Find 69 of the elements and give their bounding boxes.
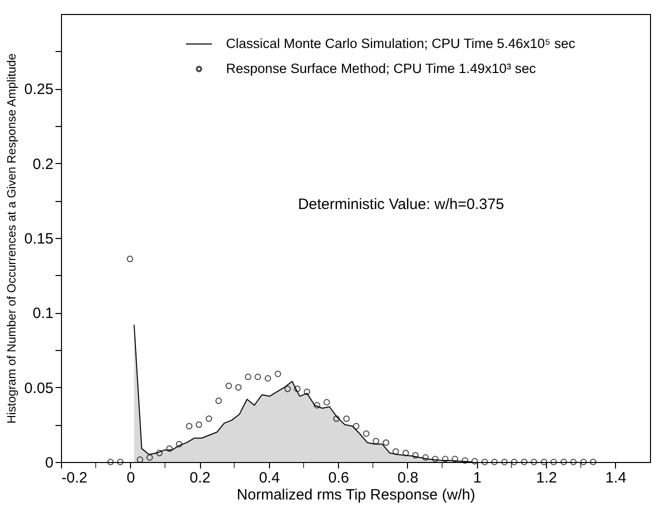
point	[126, 256, 134, 262]
point	[215, 398, 222, 404]
point	[452, 456, 458, 462]
y-tick-label: 0.15	[24, 230, 54, 248]
y-tick-label: 0	[45, 454, 54, 472]
point	[264, 375, 272, 382]
x-tick-label: 0.2	[190, 470, 211, 486]
point	[333, 415, 340, 422]
point	[382, 439, 390, 446]
point	[372, 438, 380, 444]
point	[392, 448, 399, 455]
point	[304, 388, 310, 396]
x-tick-label: 1.2	[536, 470, 557, 486]
point	[284, 386, 291, 392]
point	[166, 445, 173, 452]
point	[501, 458, 508, 466]
point	[117, 458, 124, 466]
point	[235, 384, 242, 391]
point	[530, 458, 538, 466]
point	[570, 458, 577, 466]
point	[510, 458, 518, 466]
point	[520, 458, 528, 466]
point	[550, 458, 557, 466]
point	[412, 452, 419, 459]
point	[422, 454, 429, 461]
point	[462, 457, 468, 464]
x-tick-label: -0.2	[62, 470, 88, 486]
x-tick-label: 1	[473, 470, 482, 486]
annotation: Deterministic Value: w/h=0.375	[298, 196, 504, 213]
x-tick-label: 0.8	[398, 470, 418, 486]
point	[136, 456, 144, 463]
point	[442, 456, 448, 462]
point	[244, 374, 252, 380]
y-tick-label: 0.25	[24, 81, 54, 98]
point	[146, 454, 153, 461]
point	[491, 458, 498, 466]
point	[580, 458, 587, 466]
point	[196, 421, 202, 428]
x-tick-label: 0	[126, 470, 135, 486]
x-tick-label: 1.4	[605, 470, 626, 486]
point	[254, 374, 262, 380]
x-tick-label: 0.6	[328, 470, 350, 486]
point	[156, 450, 163, 456]
y-tick-label: 0.2	[32, 156, 54, 173]
point	[314, 402, 320, 408]
point	[324, 399, 330, 406]
point	[402, 450, 409, 456]
point	[352, 422, 360, 430]
x-axis-title: Normalized rms Tip Response (w/h)	[236, 486, 476, 504]
y-tick-label: 0.1	[32, 305, 54, 322]
x-tick-label: 0.4	[258, 470, 280, 486]
point	[206, 415, 212, 422]
y-axis-title: Histogram of Number of Occurrences at a Given Response Amplitude	[4, 53, 18, 424]
point	[225, 382, 232, 390]
point	[363, 430, 370, 437]
point	[540, 458, 548, 466]
y-tick-label: 0.05	[24, 380, 54, 397]
point	[274, 370, 282, 378]
point	[176, 440, 182, 448]
point	[343, 415, 350, 422]
point	[590, 458, 596, 466]
point	[481, 458, 488, 466]
point	[560, 458, 567, 466]
legend-label: Classical Monte Carlo Simulation; CPU Time 5.46x10⁵ sec	[226, 36, 576, 51]
point	[432, 456, 438, 462]
point	[186, 422, 192, 430]
point	[107, 458, 114, 466]
point	[294, 386, 301, 392]
legend-label: Response Surface Method; CPU Time 1.49x10³ sec	[226, 61, 536, 76]
